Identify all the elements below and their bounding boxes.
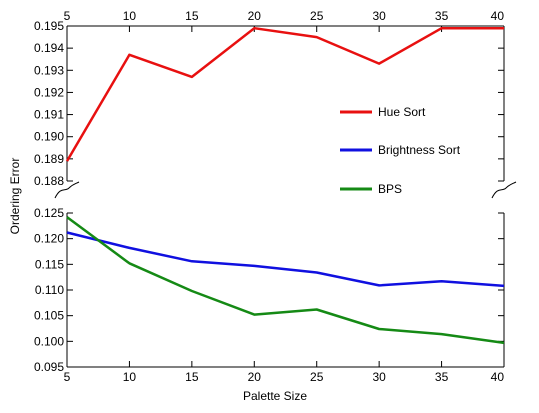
bottom-x-tick-label: 35	[435, 370, 449, 384]
top-x-tick-label: 20	[248, 9, 262, 23]
lower-y-tick-label: 0.120	[34, 232, 64, 246]
top-x-tick-label: 15	[185, 9, 199, 23]
bottom-x-tick-label: 40	[491, 370, 505, 384]
upper-y-tick-label: 0.191	[34, 108, 64, 122]
top-x-tick-label: 25	[310, 9, 324, 23]
lower-y-tick-label: 0.125	[34, 206, 64, 220]
legend-label-hue-sort: Hue Sort	[378, 105, 426, 119]
top-x-tick-label: 40	[491, 9, 505, 23]
y-axis-label: Ordering Error	[8, 158, 22, 235]
lower-y-tick-label: 0.105	[34, 309, 64, 323]
top-x-tick-label: 35	[435, 9, 449, 23]
legend-label-bps: BPS	[378, 182, 402, 196]
bottom-x-tick-label: 10	[123, 370, 137, 384]
legend-label-brightness-sort: Brightness Sort	[378, 143, 461, 157]
series-line-hue-sort	[65, 26, 504, 162]
axis-break-left	[54, 181, 80, 199]
upper-y-tick-label: 0.193	[34, 63, 64, 77]
top-x-tick-label: 30	[372, 9, 386, 23]
lower-y-tick-label: 0.100	[34, 334, 64, 348]
upper-y-tick-label: 0.188	[34, 174, 64, 188]
lower-y-tick-label: 0.095	[34, 360, 64, 374]
bottom-x-tick-label: 5	[64, 370, 71, 384]
upper-y-tick-label: 0.194	[34, 41, 64, 55]
lower-y-tick-label: 0.115	[35, 257, 64, 271]
lower-y-tick-label: 0.110	[35, 283, 64, 297]
upper-y-tick-label: 0.195	[34, 19, 64, 33]
top-x-tick-label: 10	[123, 9, 137, 23]
upper-y-tick-label: 0.192	[34, 85, 64, 99]
series-line-bps	[66, 216, 505, 345]
upper-y-tick-label: 0.189	[34, 152, 64, 166]
bottom-x-tick-label: 20	[248, 370, 262, 384]
bottom-x-tick-label: 15	[185, 370, 199, 384]
top-x-tick-label: 5	[64, 9, 71, 23]
upper-y-tick-label: 0.190	[34, 130, 64, 144]
series-line-brightness-sort	[66, 231, 505, 288]
x-axis-label: Palette Size	[243, 389, 307, 403]
bottom-x-tick-label: 25	[310, 370, 324, 384]
bottom-x-tick-label: 30	[372, 370, 386, 384]
axis-break-right	[491, 181, 517, 199]
